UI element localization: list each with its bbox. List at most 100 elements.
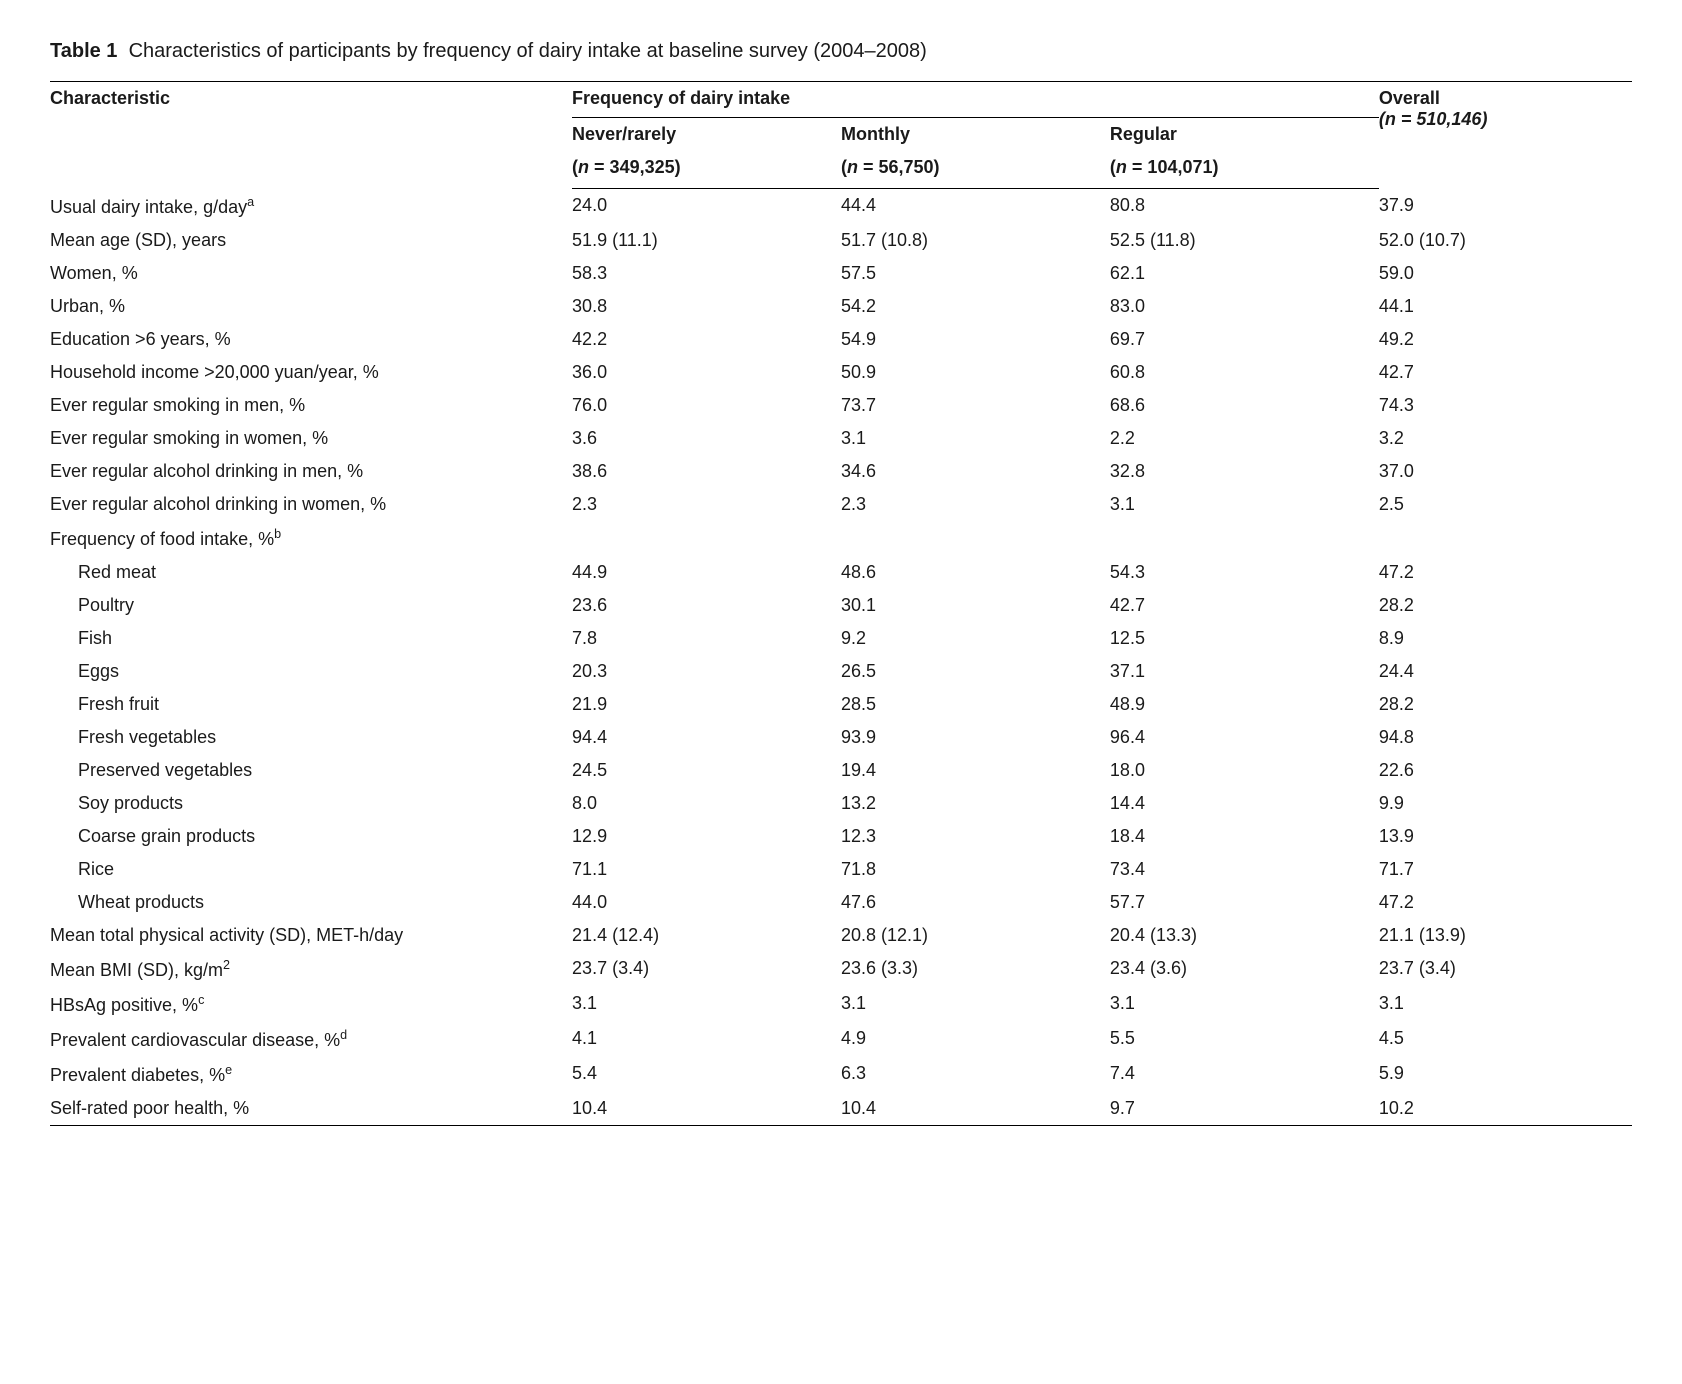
cell-value: 3.6: [572, 422, 841, 455]
col-characteristic: Characteristic: [50, 82, 572, 189]
cell-value: 50.9: [841, 356, 1110, 389]
cell-value: 54.2: [841, 290, 1110, 323]
cell-value: 34.6: [841, 455, 1110, 488]
cell-value: 94.8: [1379, 721, 1632, 754]
row-label: Ever regular alcohol drinking in women, …: [50, 488, 572, 521]
row-label: Women, %: [50, 257, 572, 290]
cell-value: 54.9: [841, 323, 1110, 356]
cell-value: 3.1: [1110, 987, 1379, 1022]
cell-value: 71.7: [1379, 853, 1632, 886]
cell-value: [841, 521, 1110, 556]
cell-value: 24.5: [572, 754, 841, 787]
cell-value: 60.8: [1110, 356, 1379, 389]
table-body: Usual dairy intake, g/daya24.044.480.837…: [50, 189, 1632, 1126]
cell-value: 37.0: [1379, 455, 1632, 488]
cell-value: 58.3: [572, 257, 841, 290]
cell-value: 48.9: [1110, 688, 1379, 721]
table-row: Soy products8.013.214.49.9: [50, 787, 1632, 820]
table-row: Ever regular alcohol drinking in women, …: [50, 488, 1632, 521]
cell-value: 12.5: [1110, 622, 1379, 655]
row-label: Ever regular smoking in men, %: [50, 389, 572, 422]
cell-value: 3.1: [572, 987, 841, 1022]
cell-value: 51.9 (11.1): [572, 224, 841, 257]
cell-value: 37.9: [1379, 189, 1632, 224]
cell-value: 3.1: [841, 422, 1110, 455]
cell-value: 21.1 (13.9): [1379, 919, 1632, 952]
cell-value: 7.4: [1110, 1057, 1379, 1092]
cell-value: 28.2: [1379, 688, 1632, 721]
row-label: Usual dairy intake, g/daya: [50, 189, 572, 224]
cell-value: 48.6: [841, 556, 1110, 589]
table-row: Education >6 years, %42.254.969.749.2: [50, 323, 1632, 356]
cell-value: 83.0: [1110, 290, 1379, 323]
cell-value: 3.1: [841, 987, 1110, 1022]
col-never-rarely: Never/rarely: [572, 118, 841, 152]
cell-value: 12.3: [841, 820, 1110, 853]
col-never-rarely-n: (n = 349,325): [572, 151, 841, 189]
cell-value: 21.9: [572, 688, 841, 721]
cell-value: 23.6: [572, 589, 841, 622]
cell-value: 28.2: [1379, 589, 1632, 622]
cell-value: 74.3: [1379, 389, 1632, 422]
col-overall: Overall (n = 510,146): [1379, 82, 1632, 189]
cell-value: 44.1: [1379, 290, 1632, 323]
row-label: Education >6 years, %: [50, 323, 572, 356]
cell-value: 22.6: [1379, 754, 1632, 787]
table-row: Self-rated poor health, %10.410.49.710.2: [50, 1092, 1632, 1126]
row-label: Frequency of food intake, %b: [50, 521, 572, 556]
cell-value: [1379, 521, 1632, 556]
table-title: Table 1 Characteristics of participants …: [50, 40, 1632, 63]
cell-value: 93.9: [841, 721, 1110, 754]
cell-value: 23.6 (3.3): [841, 952, 1110, 987]
cell-value: 19.4: [841, 754, 1110, 787]
table-row: Eggs20.326.537.124.4: [50, 655, 1632, 688]
row-label: Coarse grain products: [50, 820, 572, 853]
table-row: Usual dairy intake, g/daya24.044.480.837…: [50, 189, 1632, 224]
cell-value: 37.1: [1110, 655, 1379, 688]
row-label: Wheat products: [50, 886, 572, 919]
table-row: Mean total physical activity (SD), MET-h…: [50, 919, 1632, 952]
table-row: Fresh fruit21.928.548.928.2: [50, 688, 1632, 721]
cell-value: 24.0: [572, 189, 841, 224]
cell-value: 38.6: [572, 455, 841, 488]
cell-value: 2.2: [1110, 422, 1379, 455]
table-header: Characteristic Frequency of dairy intake…: [50, 82, 1632, 189]
row-label: Poultry: [50, 589, 572, 622]
cell-value: 6.3: [841, 1057, 1110, 1092]
row-label: Red meat: [50, 556, 572, 589]
cell-value: 30.1: [841, 589, 1110, 622]
cell-value: 23.7 (3.4): [572, 952, 841, 987]
row-label: Rice: [50, 853, 572, 886]
cell-value: 5.4: [572, 1057, 841, 1092]
cell-value: 36.0: [572, 356, 841, 389]
cell-value: 73.7: [841, 389, 1110, 422]
table-row: Wheat products44.047.657.747.2: [50, 886, 1632, 919]
table-row: Preserved vegetables24.519.418.022.6: [50, 754, 1632, 787]
cell-value: 3.2: [1379, 422, 1632, 455]
table-row: Mean BMI (SD), kg/m223.7 (3.4)23.6 (3.3)…: [50, 952, 1632, 987]
cell-value: 42.7: [1110, 589, 1379, 622]
table-row: Fish7.89.212.58.9: [50, 622, 1632, 655]
cell-value: 14.4: [1110, 787, 1379, 820]
row-label: Fresh vegetables: [50, 721, 572, 754]
cell-value: 13.2: [841, 787, 1110, 820]
cell-value: 20.4 (13.3): [1110, 919, 1379, 952]
cell-value: 51.7 (10.8): [841, 224, 1110, 257]
characteristics-table: Characteristic Frequency of dairy intake…: [50, 81, 1632, 1126]
row-label: Soy products: [50, 787, 572, 820]
cell-value: 5.5: [1110, 1022, 1379, 1057]
table-row: Prevalent cardiovascular disease, %d4.14…: [50, 1022, 1632, 1057]
row-label: Eggs: [50, 655, 572, 688]
cell-value: 69.7: [1110, 323, 1379, 356]
cell-value: 2.5: [1379, 488, 1632, 521]
row-label: Fresh fruit: [50, 688, 572, 721]
cell-value: 47.2: [1379, 556, 1632, 589]
col-spanner: Frequency of dairy intake: [572, 82, 1379, 118]
cell-value: 54.3: [1110, 556, 1379, 589]
table-number: Table 1: [50, 40, 117, 62]
table-row: HBsAg positive, %c3.13.13.13.1: [50, 987, 1632, 1022]
cell-value: 49.2: [1379, 323, 1632, 356]
cell-value: 23.4 (3.6): [1110, 952, 1379, 987]
cell-value: 28.5: [841, 688, 1110, 721]
cell-value: 24.4: [1379, 655, 1632, 688]
